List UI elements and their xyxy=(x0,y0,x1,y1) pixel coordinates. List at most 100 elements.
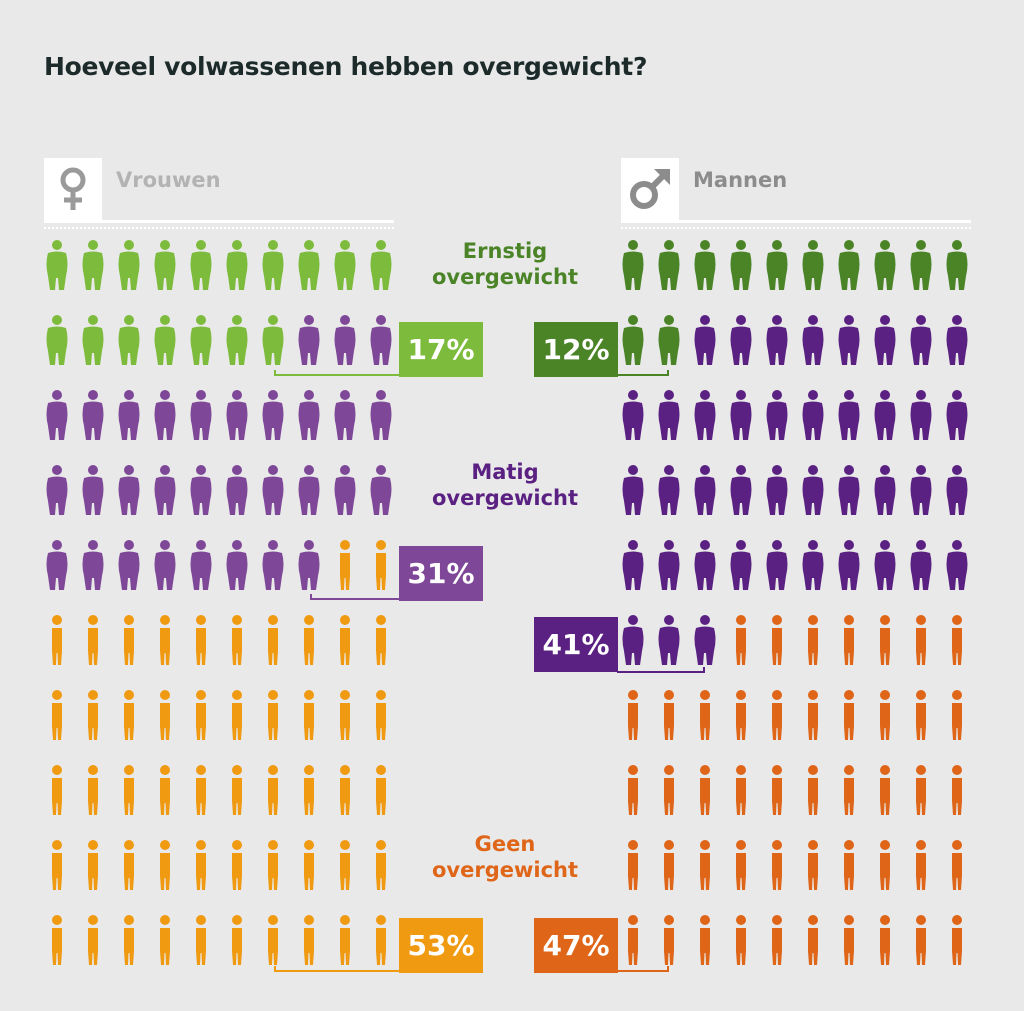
women-header: Vrouwen xyxy=(44,158,394,229)
person-none-icon xyxy=(45,840,69,890)
person-severe-icon xyxy=(261,315,285,365)
person-none-icon xyxy=(297,840,321,890)
person-none-icon xyxy=(693,915,717,965)
person-none-icon xyxy=(693,840,717,890)
person-none-icon xyxy=(837,690,861,740)
person-none-icon xyxy=(837,615,861,665)
person-none-icon xyxy=(837,765,861,815)
person-moderate-icon xyxy=(873,540,897,590)
person-moderate-icon xyxy=(153,390,177,440)
person-severe-icon xyxy=(45,240,69,290)
person-none-icon xyxy=(369,840,393,890)
person-none-icon xyxy=(657,765,681,815)
person-severe-icon xyxy=(621,240,645,290)
person-none-icon xyxy=(621,690,645,740)
person-moderate-icon xyxy=(261,390,285,440)
person-none-icon xyxy=(621,765,645,815)
person-moderate-icon xyxy=(909,390,933,440)
person-moderate-icon xyxy=(837,540,861,590)
person-none-icon xyxy=(117,915,141,965)
men-dotted-divider xyxy=(621,227,971,229)
person-none-icon xyxy=(45,765,69,815)
person-none-icon xyxy=(765,690,789,740)
person-severe-icon xyxy=(81,240,105,290)
category-label-moderate: Matig overgewicht xyxy=(405,459,605,511)
person-moderate-icon xyxy=(801,540,825,590)
person-none-icon xyxy=(225,690,249,740)
person-none-icon xyxy=(117,840,141,890)
person-moderate-icon xyxy=(81,465,105,515)
person-none-icon xyxy=(189,765,213,815)
female-symbol-icon xyxy=(60,167,86,210)
person-none-icon xyxy=(189,915,213,965)
person-moderate-icon xyxy=(801,315,825,365)
person-moderate-icon xyxy=(225,465,249,515)
person-none-icon xyxy=(333,690,357,740)
category-moderate-line1: Matig xyxy=(471,460,539,484)
person-none-icon xyxy=(729,615,753,665)
person-none-icon xyxy=(81,915,105,965)
women-severe-bracket xyxy=(274,370,400,376)
person-moderate-icon xyxy=(153,465,177,515)
person-severe-icon xyxy=(801,240,825,290)
person-none-icon xyxy=(297,690,321,740)
category-label-severe: Ernstig overgewicht xyxy=(405,238,605,290)
person-none-icon xyxy=(801,615,825,665)
person-none-icon xyxy=(909,840,933,890)
men-moderate-percentage: 41% xyxy=(534,617,618,672)
person-moderate-icon xyxy=(729,465,753,515)
chart-title: Hoeveel volwassenen hebben overgewicht? xyxy=(44,52,648,81)
person-moderate-icon xyxy=(117,465,141,515)
women-moderate-percentage: 31% xyxy=(399,546,483,601)
person-none-icon xyxy=(909,690,933,740)
person-severe-icon xyxy=(117,240,141,290)
person-severe-icon xyxy=(153,240,177,290)
person-moderate-icon xyxy=(297,390,321,440)
person-none-icon xyxy=(153,690,177,740)
person-moderate-icon xyxy=(189,390,213,440)
person-moderate-icon xyxy=(261,465,285,515)
person-severe-icon xyxy=(873,240,897,290)
person-moderate-icon xyxy=(225,540,249,590)
person-moderate-icon xyxy=(117,390,141,440)
person-none-icon xyxy=(45,615,69,665)
person-severe-icon xyxy=(909,240,933,290)
person-moderate-icon xyxy=(297,315,321,365)
person-moderate-icon xyxy=(873,465,897,515)
person-none-icon xyxy=(729,765,753,815)
person-none-icon xyxy=(189,690,213,740)
women-icon-box xyxy=(44,158,102,220)
person-moderate-icon xyxy=(657,390,681,440)
person-moderate-icon xyxy=(801,390,825,440)
women-moderate-bracket xyxy=(310,594,400,600)
person-moderate-icon xyxy=(693,615,717,665)
person-none-icon xyxy=(261,840,285,890)
person-none-icon xyxy=(369,915,393,965)
person-none-icon xyxy=(945,690,969,740)
person-severe-icon xyxy=(693,240,717,290)
person-moderate-icon xyxy=(873,315,897,365)
person-none-icon xyxy=(837,840,861,890)
person-moderate-icon xyxy=(297,465,321,515)
person-severe-icon xyxy=(45,315,69,365)
person-moderate-icon xyxy=(909,315,933,365)
person-none-icon xyxy=(81,690,105,740)
person-moderate-icon xyxy=(369,465,393,515)
women-label: Vrouwen xyxy=(116,168,221,192)
person-moderate-icon xyxy=(81,390,105,440)
person-moderate-icon xyxy=(801,465,825,515)
person-none-icon xyxy=(873,840,897,890)
person-severe-icon xyxy=(657,315,681,365)
person-none-icon xyxy=(297,615,321,665)
person-none-icon xyxy=(909,915,933,965)
person-none-icon xyxy=(225,615,249,665)
person-severe-icon xyxy=(729,240,753,290)
person-none-icon xyxy=(81,615,105,665)
person-none-icon xyxy=(801,765,825,815)
person-none-icon xyxy=(765,615,789,665)
men-label: Mannen xyxy=(693,168,788,192)
women-none-percentage: 53% xyxy=(399,918,483,973)
person-moderate-icon xyxy=(621,540,645,590)
person-none-icon xyxy=(801,915,825,965)
person-moderate-icon xyxy=(837,315,861,365)
